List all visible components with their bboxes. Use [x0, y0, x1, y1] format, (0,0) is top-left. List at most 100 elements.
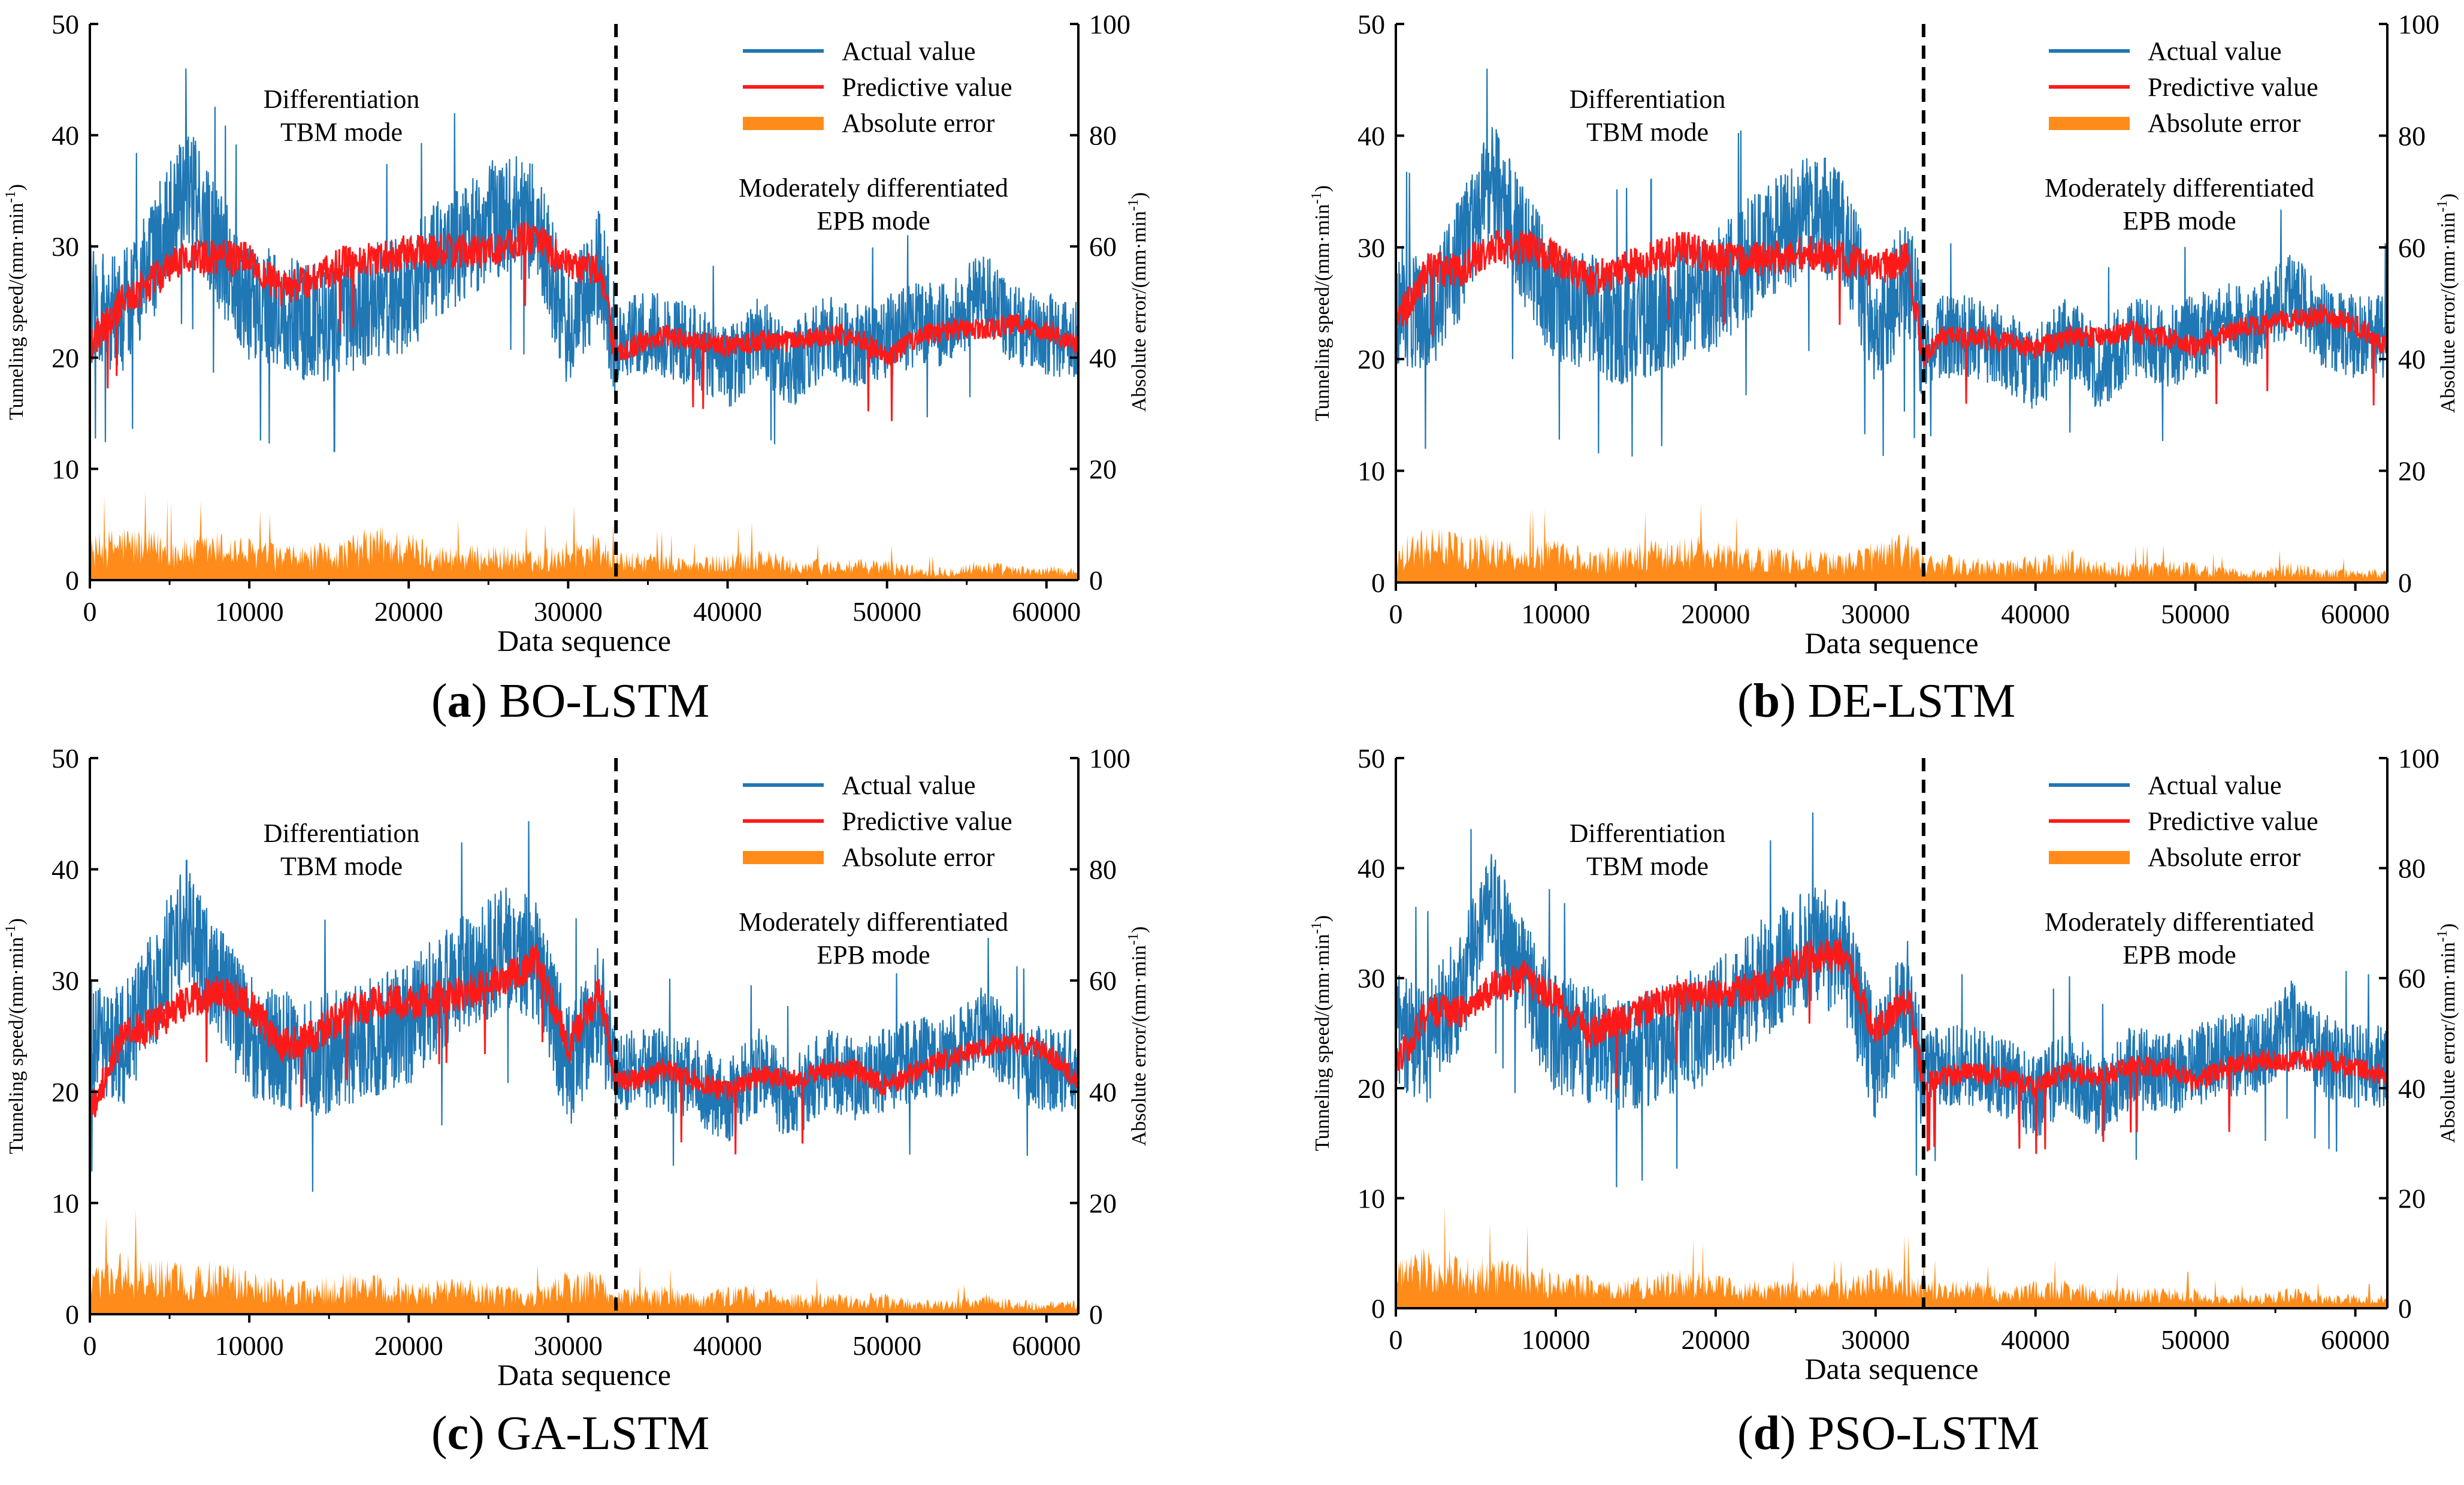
y-right-tick-label: 80: [1089, 120, 1117, 151]
actual-value-line: [89, 68, 1080, 452]
chart-panel-b: 0 10000 20000 30000 40000 50000 60000 0 10 20 30 40…: [1309, 9, 2459, 660]
predictive-value-line: [89, 944, 1080, 1155]
absolute-error-area: [1396, 503, 2387, 582]
y-right-tick-label: 100: [1089, 743, 1130, 774]
legend-actual-label: Actual value: [2148, 37, 2282, 66]
legend-error-label: Absolute error: [2148, 108, 2301, 138]
y-right-tick-label: 100: [1089, 9, 1130, 40]
y-right-axis-label: Absolute error/(mm·min-1): [2435, 923, 2459, 1143]
legend-predicted-label: Predictive value: [2148, 73, 2318, 102]
annotation-right-line2: EPB mode: [2123, 206, 2236, 236]
x-tick-label: 10000: [215, 1330, 284, 1361]
absolute-error-area: [1396, 1205, 2387, 1308]
y-right-axis-label: Absolute error/(mm·min-1): [2435, 194, 2459, 413]
x-axis-label: Data sequence: [497, 624, 671, 657]
y-left-tick-label: 50: [1358, 743, 1385, 774]
x-tick-label: 20000: [374, 596, 443, 627]
x-axis-label: Data sequence: [1804, 626, 1978, 660]
annotation-left-line1: Differentiation: [264, 84, 420, 114]
y-left-tick-label: 10: [52, 1188, 79, 1218]
y-right-tick-label: 60: [1089, 965, 1117, 996]
x-tick-label: 10000: [1521, 1324, 1590, 1355]
y-left-tick-label: 30: [52, 231, 79, 262]
caption-b: (b) DE-LSTM: [1737, 675, 2016, 728]
y-left-axis-label: Tunneling speed/(mm·min-1): [1309, 915, 1334, 1151]
y-left-tick-label: 0: [1371, 568, 1385, 598]
annotation-right-line2: EPB mode: [817, 206, 930, 236]
y-right-tick-label: 20: [1089, 1188, 1117, 1218]
legend-error-label: Absolute error: [842, 843, 995, 872]
annotation-left-line1: Differentiation: [264, 819, 420, 848]
y-left-tick-label: 30: [52, 965, 79, 996]
x-tick-label: 60000: [2321, 599, 2390, 629]
annotation-right-line1: Moderately differentiated: [2045, 907, 2314, 937]
y-right-tick-label: 80: [2398, 853, 2426, 884]
annotation-right-line1: Moderately differentiated: [739, 907, 1008, 937]
legend-predicted-label: Predictive value: [2148, 807, 2318, 836]
y-right-tick-label: 60: [2398, 963, 2426, 994]
y-left-axis-label: Tunneling speed/(mm·min-1): [3, 918, 28, 1154]
annotation-right-line2: EPB mode: [2123, 940, 2236, 970]
y-left-axis-label: Tunneling speed/(mm·min-1): [3, 184, 28, 420]
x-tick-label: 20000: [374, 1330, 443, 1361]
annotation-right-line1: Moderately differentiated: [739, 173, 1008, 203]
y-left-axis-label: Tunneling speed/(mm·min-1): [1309, 185, 1334, 421]
annotation-left-line2: TBM mode: [1586, 117, 1709, 147]
predictive-value-line: [89, 222, 1080, 421]
y-left-tick-label: 10: [1358, 1183, 1385, 1214]
x-tick-label: 30000: [534, 1330, 603, 1361]
predictive-value-line: [1395, 938, 2389, 1154]
y-right-tick-label: 20: [1089, 454, 1117, 484]
y-right-tick-label: 80: [2398, 120, 2426, 151]
caption-c: (c) GA-LSTM: [431, 1407, 710, 1460]
y-right-tick-label: 0: [1089, 1299, 1103, 1330]
y-left-tick-label: 40: [1358, 120, 1385, 151]
y-left-tick-label: 50: [52, 9, 79, 40]
y-left-tick-label: 20: [1358, 1073, 1385, 1104]
x-tick-label: 0: [83, 1330, 97, 1361]
caption-a: (a) BO-LSTM: [431, 675, 710, 728]
y-right-tick-label: 100: [2398, 9, 2439, 40]
chart-panel-c: 0 10000 20000 30000 40000 50000 60000 0 10 20 30 40…: [3, 743, 1150, 1392]
y-right-tick-label: 0: [1089, 565, 1103, 596]
actual-value-line: [89, 821, 1080, 1192]
y-left-tick-label: 10: [1358, 456, 1385, 487]
y-right-axis-label: Absolute error/(mm·min-1): [1126, 192, 1150, 412]
legend-error-swatch: [2049, 851, 2130, 864]
legend-actual-label: Actual value: [2148, 771, 2282, 800]
y-left-tick-label: 20: [52, 1077, 79, 1107]
annotation-left-line2: TBM mode: [280, 852, 403, 881]
x-tick-label: 30000: [534, 596, 603, 627]
y-right-tick-label: 20: [2398, 456, 2426, 487]
y-left-tick-label: 0: [1371, 1293, 1385, 1324]
x-tick-label: 40000: [693, 1330, 762, 1361]
x-tick-label: 40000: [693, 596, 762, 627]
x-tick-label: 10000: [1521, 599, 1590, 629]
y-right-tick-label: 80: [1089, 855, 1117, 885]
y-left-tick-label: 0: [65, 1299, 79, 1330]
y-left-tick-label: 30: [1358, 963, 1385, 994]
y-left-tick-label: 20: [1358, 344, 1385, 375]
annotation-left-line1: Differentiation: [1570, 819, 1726, 848]
annotation-left-line1: Differentiation: [1570, 84, 1726, 114]
x-tick-label: 60000: [1012, 596, 1081, 627]
x-tick-label: 30000: [1841, 599, 1910, 629]
y-right-tick-label: 40: [2398, 1073, 2426, 1104]
x-tick-label: 40000: [2001, 1324, 2070, 1355]
x-tick-label: 50000: [2161, 1324, 2230, 1355]
annotation-left-line2: TBM mode: [1586, 852, 1709, 881]
y-right-tick-label: 40: [2398, 344, 2426, 375]
y-right-tick-label: 0: [2398, 568, 2412, 598]
legend-error-label: Absolute error: [842, 108, 995, 138]
y-left-tick-label: 30: [1358, 233, 1385, 263]
y-right-tick-label: 20: [2398, 1183, 2426, 1214]
y-left-tick-label: 10: [52, 454, 79, 484]
y-right-axis-label: Absolute error/(mm·min-1): [1126, 926, 1150, 1146]
x-tick-label: 20000: [1681, 599, 1750, 629]
x-tick-label: 0: [83, 596, 97, 627]
y-right-tick-label: 60: [1089, 231, 1117, 262]
x-tick-label: 50000: [852, 596, 921, 627]
y-left-tick-label: 0: [65, 565, 79, 596]
y-left-tick-label: 40: [52, 855, 79, 885]
